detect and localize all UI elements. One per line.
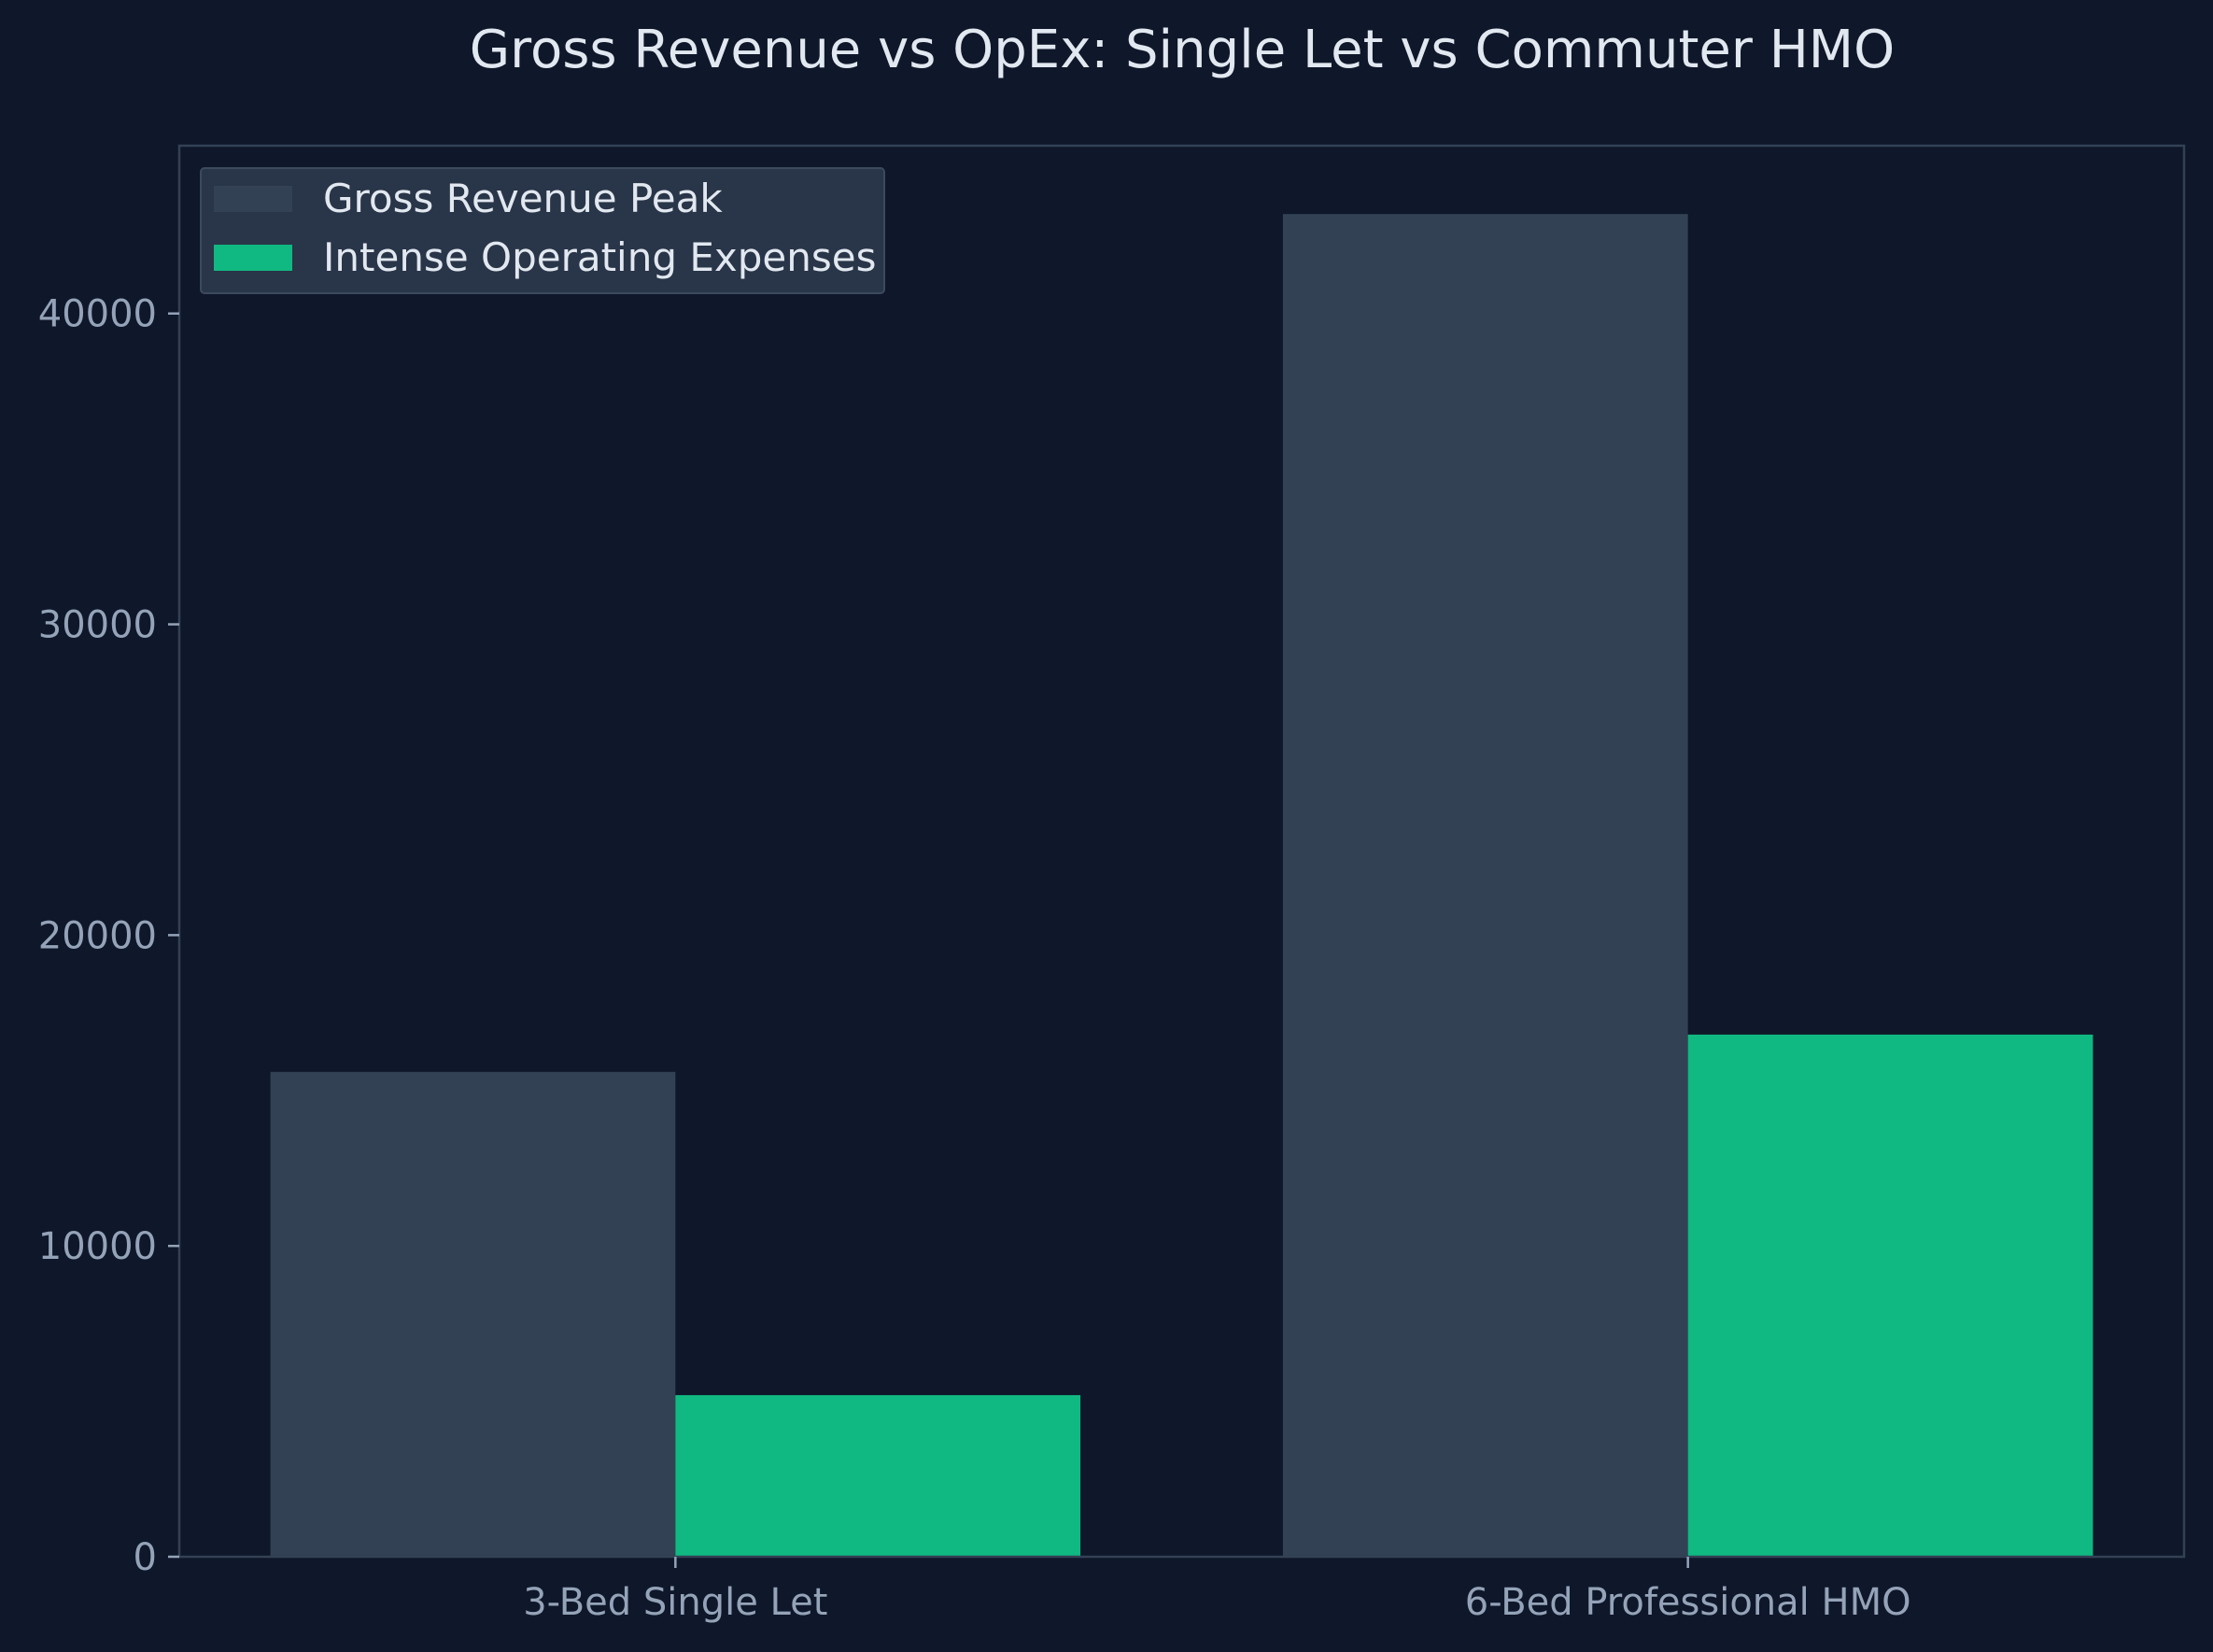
legend-label-intense-operating-expenses: Intense Operating Expenses — [323, 234, 876, 280]
y-tick-label: 30000 — [38, 604, 157, 647]
y-tick-label: 40000 — [38, 293, 157, 336]
legend-swatch-intense-operating-expenses — [214, 245, 292, 271]
legend-label-gross-revenue-peak: Gross Revenue Peak — [323, 176, 723, 221]
x-tick-label-3-bed-single-let: 3-Bed Single Let — [523, 1581, 827, 1624]
bar-gross-revenue-peak-3-bed-single-let — [270, 1071, 676, 1557]
y-tick-label: 20000 — [38, 914, 157, 957]
chart-title: Gross Revenue vs OpEx: Single Let vs Com… — [470, 20, 1895, 80]
x-tick-label-6-bed-professional-hmo: 6-Bed Professional HMO — [1465, 1581, 1911, 1624]
bar-gross-revenue-peak-6-bed-professional-hmo — [1282, 214, 1688, 1558]
y-tick-label: 0 — [134, 1536, 157, 1579]
bar-intense-operating-expenses-6-bed-professional-hmo — [1687, 1034, 2093, 1557]
y-tick-label: 10000 — [38, 1225, 157, 1268]
legend-box — [200, 167, 885, 294]
plot-frame — [177, 144, 2186, 1559]
axes-layer: 0 10000 20000 30000 40000 3-Bed Single Let 6-B… — [38, 144, 2186, 1624]
bars-layer — [270, 214, 2093, 1558]
legend-swatch-gross-revenue-peak — [214, 186, 292, 212]
legend: Gross Revenue Peak Intense Operating Exp… — [200, 167, 885, 294]
bar-intense-operating-expenses-3-bed-single-let — [675, 1394, 1081, 1557]
